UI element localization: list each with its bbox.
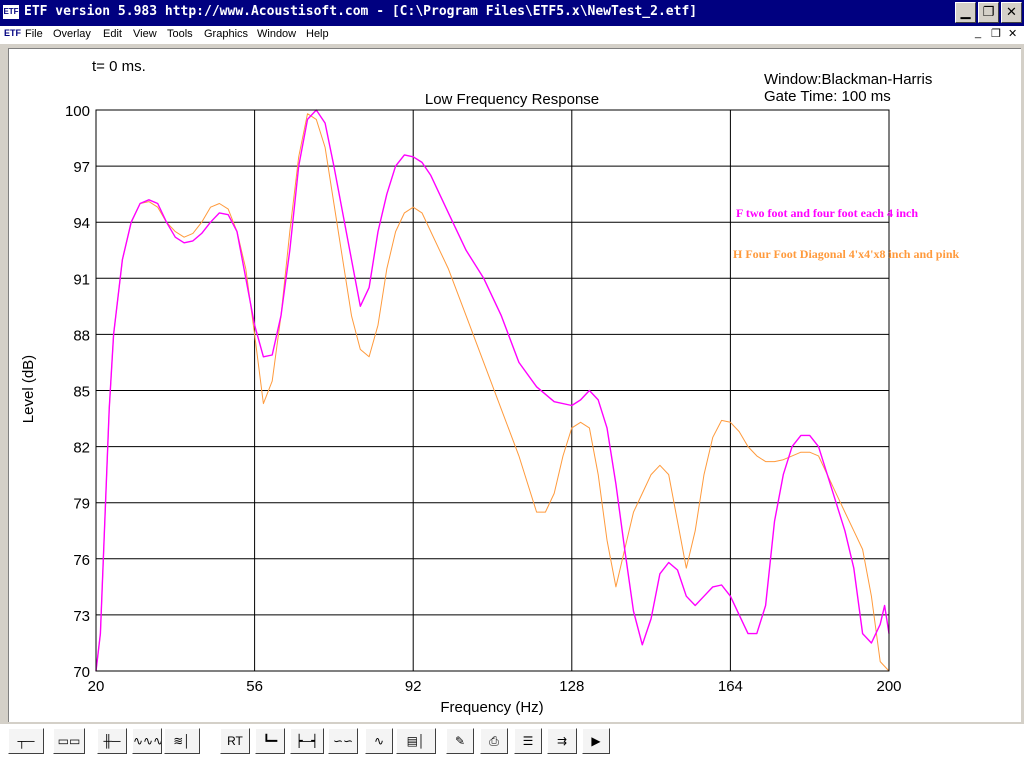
y-tick-label: 70 bbox=[73, 664, 90, 681]
split-view-icon: ▭▭ bbox=[57, 734, 81, 748]
x-tick-label: 200 bbox=[876, 678, 901, 695]
waterfall-button[interactable]: ∿∿∿ bbox=[132, 728, 162, 754]
y-tick-label: 88 bbox=[73, 327, 90, 344]
first-icon: ┬─ bbox=[17, 734, 35, 748]
x-tick-label: 20 bbox=[88, 678, 105, 695]
plot-frame bbox=[95, 109, 890, 672]
spectrum-icon: ▤│ bbox=[406, 734, 426, 748]
close-icon: ✕ bbox=[1006, 5, 1017, 20]
frequency-response-chart[interactable]: 70 73 76 79 82 85 88 91 94 97 100 20 56 92 128 164 200 L… bbox=[9, 49, 1021, 722]
y-tick-label: 97 bbox=[73, 159, 90, 176]
play-icon: ▶ bbox=[591, 734, 601, 748]
time-readout: t= 0 ms. bbox=[92, 58, 146, 75]
report-icon: ☰ bbox=[522, 734, 534, 748]
rt60-button-button[interactable]: RT bbox=[220, 728, 250, 754]
legend-series-h: H Four Foot Diagonal 4'x4'x8 inch and pi… bbox=[733, 247, 959, 261]
decay-icon: ┗━ bbox=[262, 734, 278, 748]
gate-info: Gate Time: 100 ms bbox=[764, 88, 891, 105]
x-tick-label: 56 bbox=[246, 678, 263, 695]
y-tick-label: 94 bbox=[73, 215, 90, 232]
frequency-response-button[interactable]: ≋│ bbox=[164, 728, 200, 754]
y-tick-label: 91 bbox=[73, 271, 90, 288]
decay-button[interactable]: ┗━ bbox=[255, 728, 285, 754]
split-view-button[interactable]: ▭▭ bbox=[53, 728, 85, 754]
printer-button[interactable]: ⎙ bbox=[480, 728, 508, 754]
y-tick-label: 79 bbox=[73, 496, 90, 513]
smoothing-icon: ∽∽ bbox=[332, 734, 354, 748]
minimize-button[interactable]: ▁ bbox=[955, 2, 976, 23]
spectrum-button[interactable]: ▤│ bbox=[396, 728, 436, 754]
mdi-restore-icon[interactable]: ❐ bbox=[991, 28, 1001, 40]
menu-tools[interactable]: Tools bbox=[167, 28, 193, 40]
impulse-response-button[interactable]: ╫─ bbox=[97, 728, 127, 754]
menu-window[interactable]: Window bbox=[257, 28, 297, 40]
legend-series-f: F two foot and four foot each 4 inch bbox=[736, 206, 918, 220]
sine-wave-button[interactable]: ∿ bbox=[365, 728, 393, 754]
window-title: ETF version 5.983 http://www.Acoustisoft… bbox=[24, 4, 698, 19]
report-button[interactable]: ☰ bbox=[514, 728, 542, 754]
menu-edit[interactable]: Edit bbox=[103, 28, 122, 40]
frequency-response-icon: ≋│ bbox=[173, 734, 191, 748]
menu-view[interactable]: View bbox=[133, 28, 157, 40]
time-gate-icon: ┝─┥ bbox=[295, 734, 319, 748]
cursor-icon: ✎ bbox=[454, 734, 466, 748]
tick-labels: 70 73 76 79 82 85 88 91 94 97 100 20 56 92 128 164 200 bbox=[65, 103, 902, 695]
impulse-response-icon: ╫─ bbox=[103, 734, 121, 748]
first-button[interactable]: ┬─ bbox=[8, 728, 44, 754]
play-button[interactable]: ▶ bbox=[582, 728, 610, 754]
smoothing-button[interactable]: ∽∽ bbox=[328, 728, 358, 754]
document-icon[interactable]: ETF bbox=[4, 28, 21, 38]
x-tick-label: 128 bbox=[559, 678, 584, 695]
restore-icon: ❐ bbox=[982, 5, 995, 20]
y-tick-label: 85 bbox=[73, 384, 90, 401]
window-info: Window:Blackman-Harris bbox=[764, 71, 932, 88]
restore-button[interactable]: ❐ bbox=[978, 2, 999, 23]
time-gate-button[interactable]: ┝─┥ bbox=[290, 728, 324, 754]
y-tick-label: 82 bbox=[73, 440, 90, 457]
cursor-button[interactable]: ✎ bbox=[446, 728, 474, 754]
document-window: 70 73 76 79 82 85 88 91 94 97 100 20 56 92 128 164 200 L… bbox=[8, 48, 1021, 722]
menu-overlay[interactable]: Overlay bbox=[53, 28, 91, 40]
x-tick-label: 92 bbox=[405, 678, 422, 695]
waterfall-icon: ∿∿∿ bbox=[133, 734, 162, 748]
y-tick-label: 76 bbox=[73, 552, 90, 569]
x-tick-label: 164 bbox=[718, 678, 743, 695]
menu-graphics[interactable]: Graphics bbox=[204, 28, 249, 40]
title-bar[interactable]: ETF ETF version 5.983 http://www.Acousti… bbox=[0, 0, 1024, 26]
series-line-1 bbox=[95, 113, 890, 672]
menu-bar: ETF File Overlay Edit View Tools Graphic… bbox=[0, 26, 1024, 44]
close-button[interactable]: ✕ bbox=[1001, 2, 1022, 23]
chart-title: Low Frequency Response bbox=[425, 91, 599, 108]
grid bbox=[95, 109, 890, 672]
signal-generator-icon: ⇉ bbox=[556, 734, 568, 748]
signal-generator-button[interactable]: ⇉ bbox=[547, 728, 577, 754]
rt-label: RT bbox=[227, 734, 243, 748]
y-tick-label: 100 bbox=[65, 103, 90, 120]
menu-file[interactable]: File bbox=[25, 28, 43, 40]
app-icon[interactable]: ETF bbox=[3, 5, 19, 19]
menu-help[interactable]: Help bbox=[306, 28, 329, 40]
y-tick-label: 73 bbox=[73, 608, 90, 625]
mdi-minimize-icon[interactable]: _ bbox=[975, 27, 982, 39]
minimize-icon: ▁ bbox=[960, 5, 971, 20]
printer-icon: ⎙ bbox=[489, 734, 499, 748]
x-axis-label: Frequency (Hz) bbox=[440, 699, 543, 716]
y-axis-label: Level (dB) bbox=[20, 355, 37, 423]
series-layer bbox=[95, 109, 890, 672]
series-line-0 bbox=[95, 109, 890, 672]
mdi-close-icon[interactable]: ✕ bbox=[1008, 28, 1018, 40]
bottom-toolbar: ┬─ ▭▭ ╫─ ∿∿∿ ≋│ RT ┗━ ┝─┥ ∽∽ ∿ ▤│ ✎ ⎙ ☰ ⇉ ▶ bbox=[0, 724, 1024, 768]
sine-wave-icon: ∿ bbox=[373, 734, 385, 748]
